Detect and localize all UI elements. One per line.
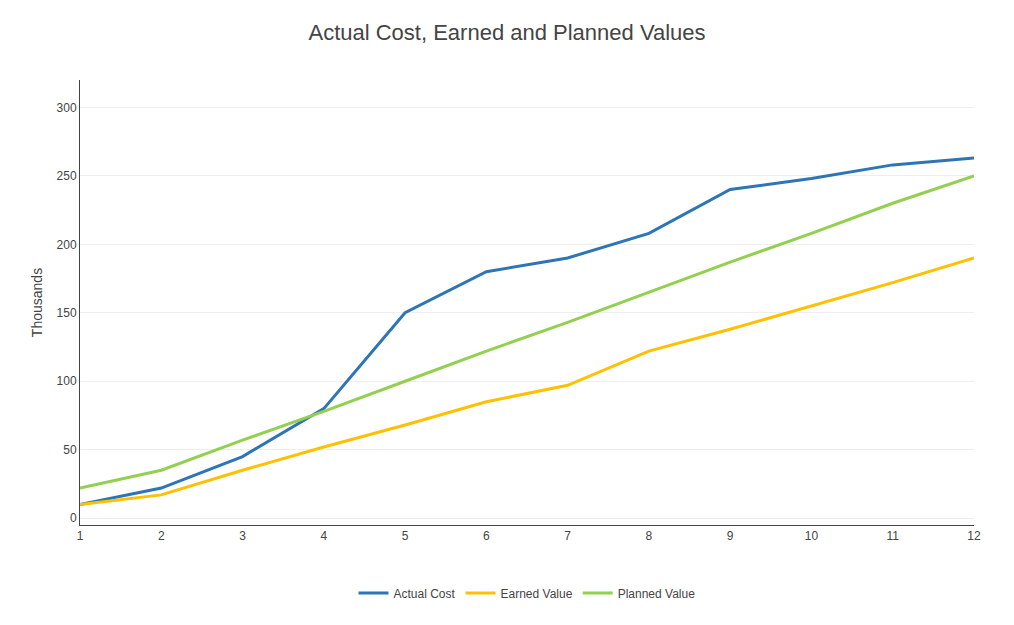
svg-text:9: 9 [727,529,734,543]
svg-text:Planned Value: Planned Value [618,587,696,601]
svg-text:Actual Cost, Earned and Planne: Actual Cost, Earned and Planned Values [308,20,705,45]
svg-text:7: 7 [564,529,571,543]
svg-text:150: 150 [57,306,77,320]
svg-text:2: 2 [158,529,165,543]
svg-text:50: 50 [63,443,77,457]
svg-text:11: 11 [886,529,899,543]
svg-text:0: 0 [70,511,77,525]
svg-text:10: 10 [805,529,819,543]
svg-text:300: 300 [57,101,77,115]
svg-text:Thousands: Thousands [29,268,45,337]
svg-text:6: 6 [483,529,490,543]
svg-text:8: 8 [646,529,653,543]
svg-text:12: 12 [967,529,981,543]
svg-text:Earned Value: Earned Value [501,587,573,601]
svg-text:100: 100 [57,374,77,388]
svg-text:1: 1 [77,529,84,543]
svg-text:3: 3 [239,529,246,543]
svg-text:250: 250 [57,169,77,183]
svg-text:4: 4 [320,529,327,543]
svg-text:Actual Cost: Actual Cost [394,587,456,601]
svg-text:200: 200 [57,238,77,252]
svg-text:5: 5 [402,529,409,543]
